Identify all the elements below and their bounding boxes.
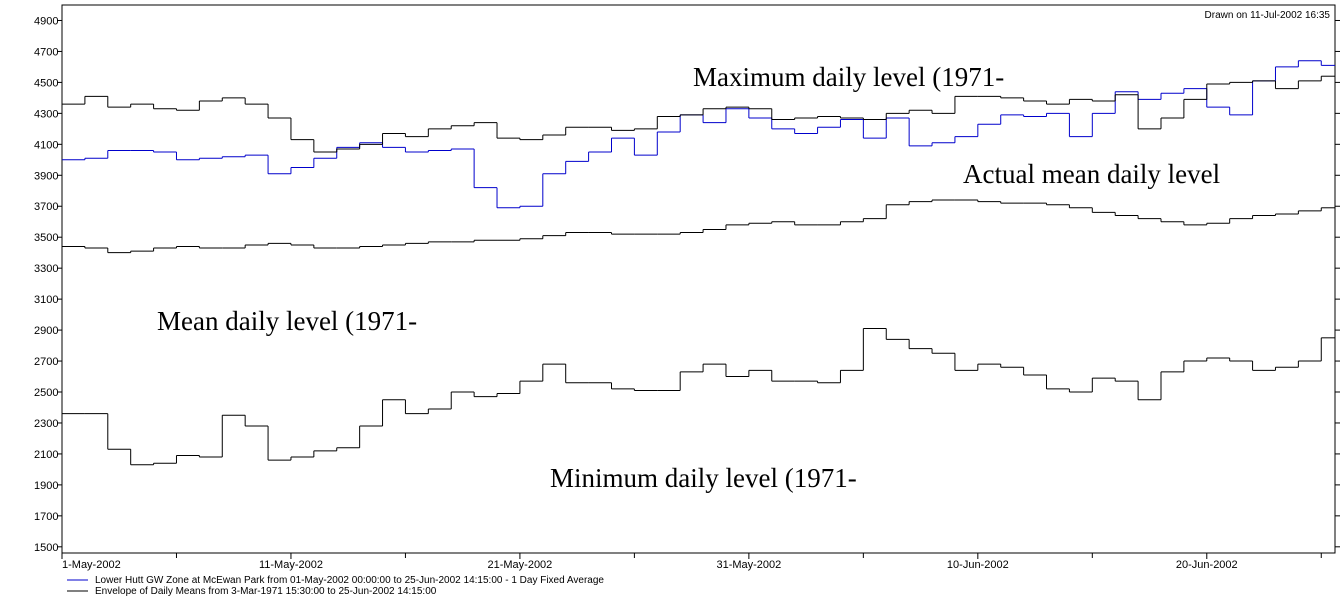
x-tick-label: 20-Jun-2002	[1176, 559, 1238, 571]
y-tick-label: 2700	[34, 356, 58, 368]
y-tick-label: 3500	[34, 232, 58, 244]
y-tick-label: 3300	[34, 263, 58, 275]
annotation: Minimum daily level (1971-	[550, 463, 857, 493]
y-tick-label: 4300	[34, 108, 58, 120]
y-tick-label: 2100	[34, 449, 58, 461]
y-tick-label: 1900	[34, 480, 58, 492]
annotation: Actual mean daily level	[963, 159, 1220, 189]
annotation: Maximum daily level (1971-	[693, 62, 1004, 92]
x-tick-label: 10-Jun-2002	[947, 559, 1009, 571]
x-tick-label: 11-May-2002	[259, 559, 323, 571]
x-tick-label: 21-May-2002	[487, 559, 552, 571]
drawn-on: Drawn on 11-Jul-2002 16:35	[1205, 10, 1331, 21]
annotation: Mean daily level (1971-	[157, 306, 417, 336]
y-tick-label: 3100	[34, 294, 58, 306]
x-tick-label: 1-May-2002	[62, 559, 121, 571]
y-tick-label: 2900	[34, 325, 58, 337]
y-tick-label: 3700	[34, 201, 58, 213]
y-tick-label: 1500	[34, 542, 58, 554]
legend-label: Envelope of Daily Means from 3-Mar-1971 …	[95, 586, 437, 597]
x-tick-label: 31-May-2002	[716, 559, 781, 571]
y-tick-label: 1700	[34, 511, 58, 523]
y-tick-label: 4500	[34, 77, 58, 89]
y-tick-label: 3900	[34, 170, 58, 182]
y-tick-label: 4700	[34, 46, 58, 58]
legend-label: Lower Hutt GW Zone at McEwan Park from 0…	[95, 575, 604, 586]
y-tick-label: 4900	[34, 15, 58, 27]
y-tick-label: 2500	[34, 387, 58, 399]
plot-frame	[61, 4, 1336, 554]
y-tick-label: 4100	[34, 139, 58, 151]
y-tick-label: 2300	[34, 418, 58, 430]
